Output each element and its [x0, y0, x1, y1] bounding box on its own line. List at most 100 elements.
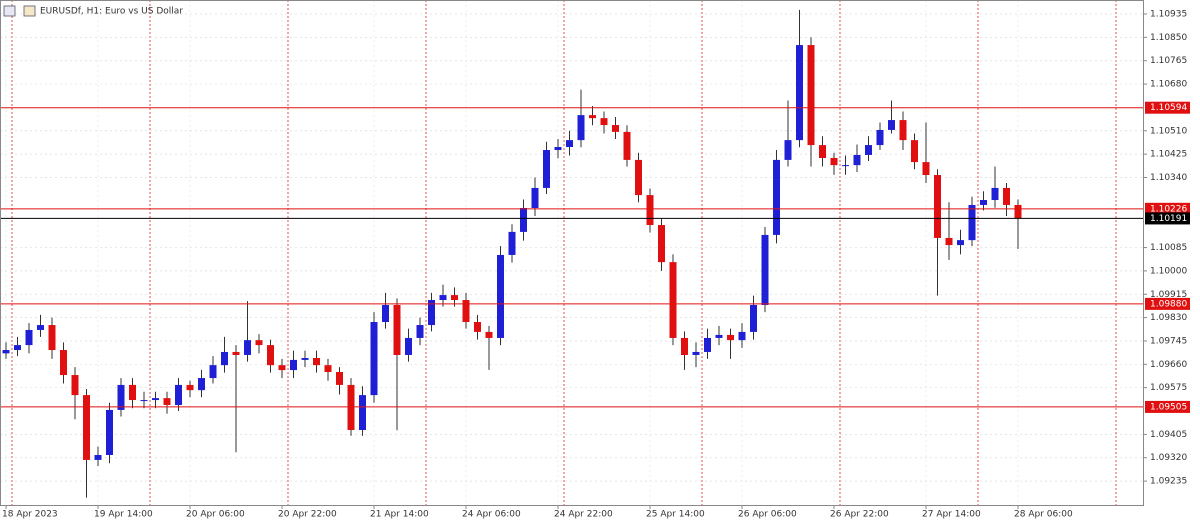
candle-body — [899, 120, 907, 141]
candle-body — [94, 454, 102, 460]
candle-body — [623, 131, 631, 160]
candle-body — [853, 154, 861, 166]
candle-body — [439, 295, 447, 301]
candle-body — [221, 351, 228, 366]
candle-body — [554, 146, 562, 151]
candle-body — [646, 195, 654, 226]
candle-body — [704, 337, 711, 352]
candle-body — [1003, 187, 1010, 205]
x-tick-label: 20 Apr 06:00 — [186, 510, 245, 520]
grid-layer — [0, 0, 1147, 505]
candle-body — [658, 225, 665, 263]
candle-body — [485, 331, 493, 338]
candle-body — [773, 159, 780, 235]
candle-body — [106, 409, 113, 455]
candle-body — [911, 140, 918, 163]
candle-body — [796, 45, 803, 141]
x-tick-label: 21 Apr 14:00 — [370, 510, 429, 520]
candle-body — [347, 384, 355, 430]
candle-body — [727, 334, 734, 341]
candle-body — [566, 140, 573, 147]
candle-body — [784, 140, 792, 160]
x-tick-label: 18 Apr 2023 — [2, 510, 58, 520]
y-tick-label: 1.10340 — [1150, 173, 1187, 183]
candle-body — [278, 365, 286, 371]
candle-body — [692, 351, 700, 355]
candle-body — [589, 115, 596, 119]
price-level-label: 1.10191 — [1150, 214, 1187, 224]
y-tick-label: 1.10935 — [1150, 10, 1187, 20]
symbol-icon[interactable] — [23, 5, 36, 17]
candle-body — [255, 340, 263, 346]
y-tick-label: 1.10425 — [1150, 150, 1187, 160]
price-level-box — [1145, 202, 1190, 215]
candle-body — [819, 145, 826, 158]
candle-body — [635, 159, 642, 196]
price-level-box — [1145, 297, 1190, 310]
candle-body — [531, 187, 539, 208]
price-level-box — [1145, 101, 1190, 114]
marks-layer — [0, 9, 1143, 498]
price-level-label: 1.09505 — [1150, 402, 1187, 412]
candle-body — [244, 340, 251, 355]
y-tick-label: 1.10510 — [1150, 126, 1187, 136]
candle-body — [738, 331, 746, 341]
candle-body — [359, 395, 366, 430]
candle-body — [1014, 204, 1022, 219]
price-level-box — [1145, 212, 1190, 225]
candle-body — [497, 254, 504, 338]
candle-body — [842, 165, 849, 167]
y-tick-label: 1.09320 — [1150, 453, 1187, 463]
x-tick-label: 19 Apr 14:00 — [94, 510, 153, 520]
candle-body — [186, 384, 194, 391]
candle-body — [428, 300, 435, 326]
candle-body — [267, 345, 274, 366]
candle-body — [991, 187, 999, 201]
candle-body — [865, 145, 872, 155]
y-tick-label: 1.10680 — [1150, 80, 1187, 90]
candle-body — [980, 200, 987, 205]
candle-body — [957, 240, 964, 246]
price-level-label: 1.10226 — [1150, 204, 1187, 214]
y-tick-label: 1.10765 — [1150, 56, 1187, 66]
candle-body — [888, 120, 895, 130]
x-tick-label: 26 Apr 22:00 — [830, 510, 889, 520]
y-tick-label: 1.09660 — [1150, 360, 1187, 370]
price-level-label: 1.09880 — [1150, 299, 1187, 309]
candle-body — [600, 118, 608, 126]
x-tick-label: 27 Apr 14:00 — [922, 510, 981, 520]
candle-body — [934, 175, 941, 238]
candle-body — [71, 375, 79, 396]
x-tick-label: 28 Apr 06:00 — [1014, 510, 1073, 520]
candle-body — [163, 398, 171, 405]
candle-body — [405, 337, 412, 355]
y-tick-label: 1.09575 — [1150, 383, 1187, 393]
plot-frame — [0, 0, 1144, 506]
candle-body — [577, 115, 585, 141]
x-tick-label: 24 Apr 06:00 — [462, 510, 521, 520]
candle-body — [83, 395, 90, 460]
candle-body — [508, 231, 516, 255]
x-tick-label: 26 Apr 06:00 — [738, 510, 797, 520]
y-tick-label: 1.10000 — [1150, 266, 1187, 276]
candle-body — [25, 329, 33, 346]
candle-body — [681, 337, 688, 355]
menu-icon[interactable] — [3, 5, 16, 17]
candle-body — [416, 325, 424, 338]
candle-body — [543, 150, 550, 188]
candle-body — [876, 129, 884, 146]
x-tick-label: 25 Apr 14:00 — [646, 510, 705, 520]
candle-body — [2, 350, 10, 354]
candle-body — [462, 300, 470, 323]
y-tick-label: 1.10085 — [1150, 243, 1187, 253]
candle-body — [393, 304, 401, 355]
candle-body — [336, 372, 343, 385]
x-tick-label: 24 Apr 22:00 — [554, 510, 613, 520]
candle-body — [60, 350, 67, 376]
candle-body — [140, 400, 148, 402]
candle-body — [152, 398, 159, 401]
candle-body — [761, 234, 769, 305]
